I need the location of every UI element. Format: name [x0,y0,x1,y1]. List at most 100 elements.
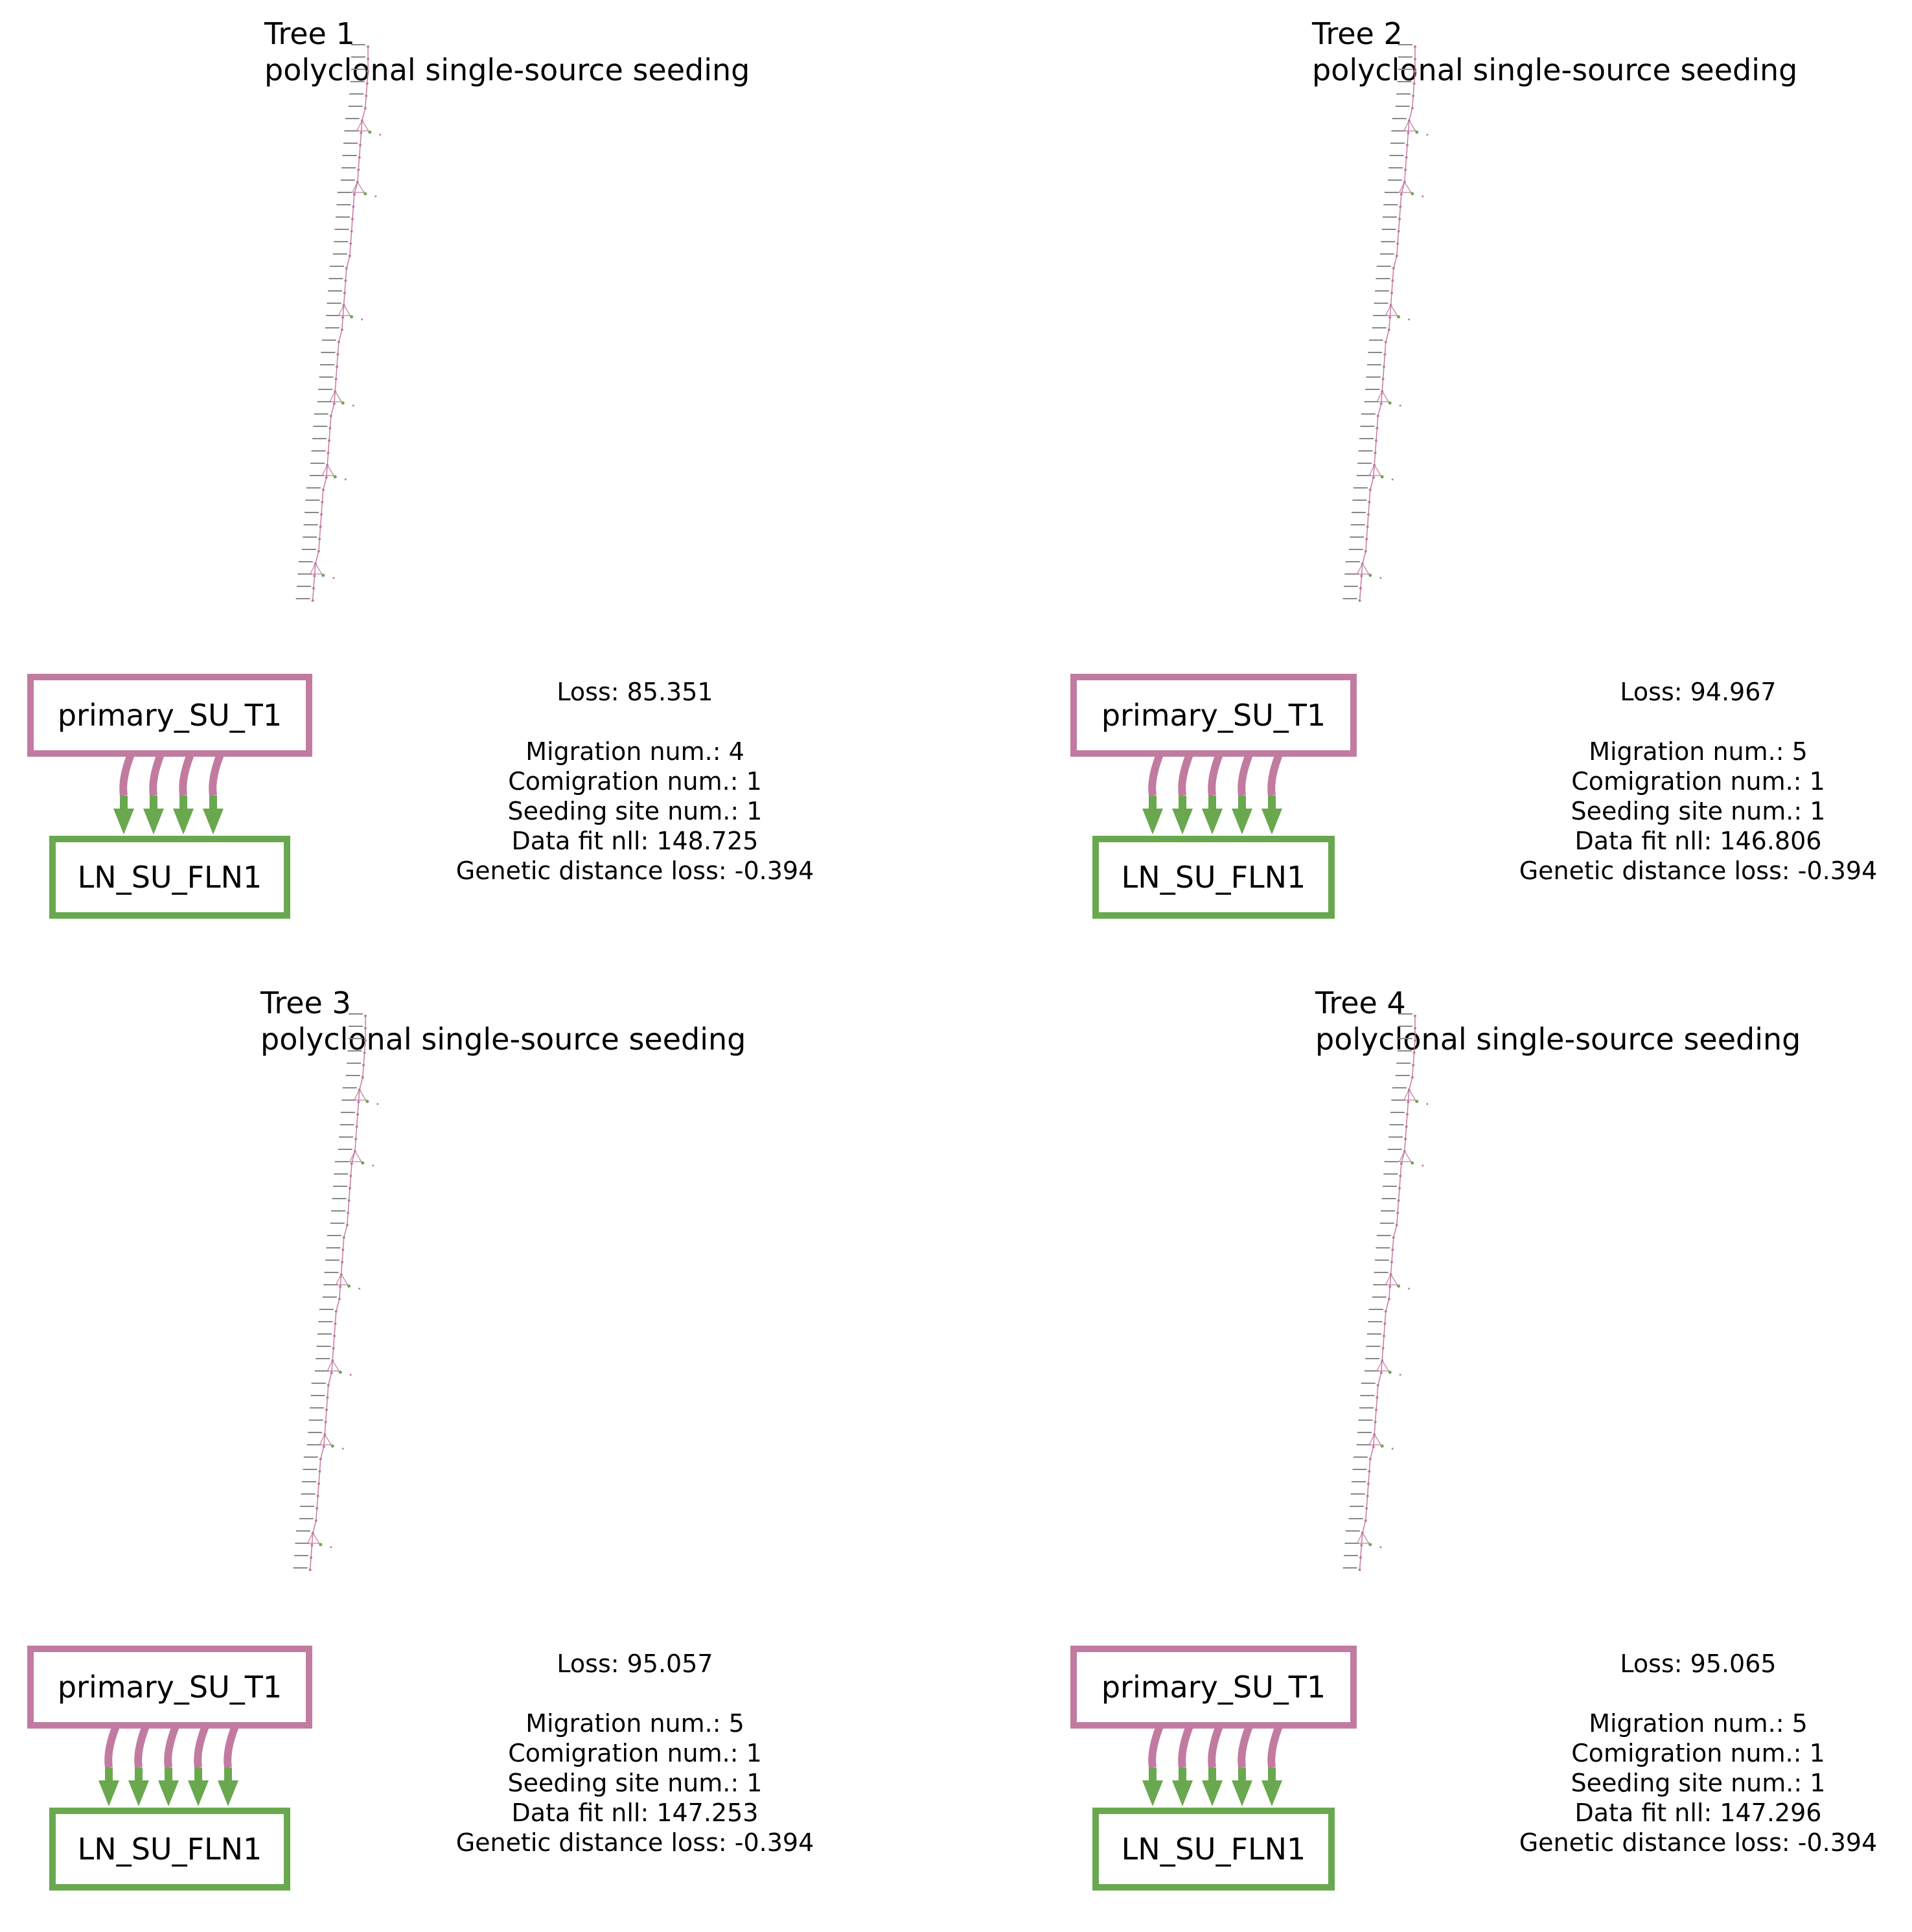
tree-stats: Loss: 85.351 Migration num.: 4 Comigrati… [389,677,881,886]
tree-node [364,1039,367,1042]
comigration-count: Comigration num.: 1 [508,767,762,796]
tree-node [1358,1569,1361,1571]
tree-node [349,242,352,245]
tree-node [1367,513,1370,516]
tree-node [1405,156,1408,159]
tree-node [330,1372,333,1374]
tree-node [357,1101,360,1103]
clone-tree [1342,1013,1429,1571]
tree-node [350,1162,353,1165]
tree-node [319,525,322,528]
tree-title: Tree 2 polyclonal single-source seeding [1312,16,1797,88]
tree-node [314,1519,317,1522]
tree-branch [353,1088,379,1105]
tree-trunk [309,1016,366,1570]
primary-site-node: primary_SU_T1 [1070,1646,1357,1729]
tree-node [1414,70,1416,73]
migration-edge [203,751,225,834]
tree-node [351,218,354,220]
tree-branch [1385,1273,1411,1290]
tree-node [1368,1470,1371,1473]
tree-name: Tree 1 [264,16,355,51]
loss-value: Loss: 95.057 [557,1650,713,1678]
tree-node [332,1347,335,1350]
migration-edge [1261,1723,1284,1806]
tree-node [334,1310,338,1313]
tree-node [1414,1027,1416,1029]
tree-node [1374,452,1377,454]
tree-node [316,1507,319,1510]
clone-tree [293,1013,379,1571]
tree-node [328,427,332,430]
tree-node [310,1544,314,1547]
tree-node [1365,538,1368,540]
tree-stats: Loss: 95.057 Migration num.: 5 Comigrati… [389,1649,881,1857]
clone-tree [1342,44,1429,602]
tree-branch [1398,1150,1424,1167]
tree-node [347,1212,350,1214]
tree-node [1384,341,1387,343]
tree-node [342,1236,345,1239]
tree-node [1412,95,1415,97]
clone-tree [295,44,382,602]
data-fit-nll: Data fit nll: 146.806 [1574,827,1822,855]
tree-node [345,267,348,270]
tree-node [1376,415,1379,417]
tree-node [358,156,361,159]
tree-node [1407,132,1410,134]
comigration-count: Comigration num.: 1 [1571,767,1825,796]
tree-node [341,1261,343,1263]
tree-node [1375,439,1377,442]
tree-node [1398,218,1401,220]
tree-node [1359,587,1362,590]
tree-node [1368,501,1371,503]
migration-edge [1142,751,1164,834]
tree-node [1374,1421,1377,1423]
tree-node [318,538,321,540]
tree-node [363,1052,366,1054]
tree-node [361,1076,364,1079]
tree-node [1398,1187,1401,1190]
tree-node [1407,1101,1410,1103]
tree-node [325,476,328,479]
tree-node [357,168,360,171]
tree-panel-3: Tree 3 polyclonal single-source seeding … [0,972,956,1932]
migration-edge [1232,751,1254,834]
migration-edge [1261,751,1284,834]
tree-panel-4: Tree 4 polyclonal single-source seeding … [956,972,1912,1932]
primary-site-node: primary_SU_T1 [27,674,312,757]
tree-node [1368,489,1372,491]
tree-trunk [1359,47,1416,601]
tree-node [1404,1138,1407,1140]
tree-node [1392,267,1395,270]
tree-node [1399,1162,1403,1165]
tree-branch [335,1273,361,1290]
tree-node [1384,1310,1387,1313]
tree-node [343,292,346,294]
tree-node [367,70,369,73]
tree-title: Tree 1 polyclonal single-source seeding [264,16,750,88]
tree-branch [1398,181,1424,198]
migration-count: Migration num.: 5 [1589,1709,1808,1738]
data-fit-nll: Data fit nll: 147.296 [1574,1799,1822,1827]
tree-node [1399,193,1403,196]
tree-name: Tree 4 [1315,985,1406,1020]
tree-node [1414,1039,1416,1042]
tree-node [334,378,338,380]
migration-edge [128,1723,150,1806]
seeding-pattern: polyclonal single-source seeding [260,1022,746,1057]
migration-edge [218,1723,240,1806]
tree-node [354,1138,358,1140]
data-fit-nll: Data fit nll: 148.725 [511,827,759,855]
tree-node [322,1445,325,1448]
tree-node [326,1396,329,1399]
tree-node [341,1248,345,1251]
tree-node [332,402,336,405]
seeding-site-count: Seeding site num.: 1 [1571,797,1826,825]
tree-title: Tree 3 polyclonal single-source seeding [260,985,746,1057]
migration-edge [1202,751,1224,834]
tree-node [1396,242,1399,245]
tree-node [347,1199,351,1202]
tree-name: Tree 3 [260,985,351,1020]
tree-node [1383,365,1385,368]
